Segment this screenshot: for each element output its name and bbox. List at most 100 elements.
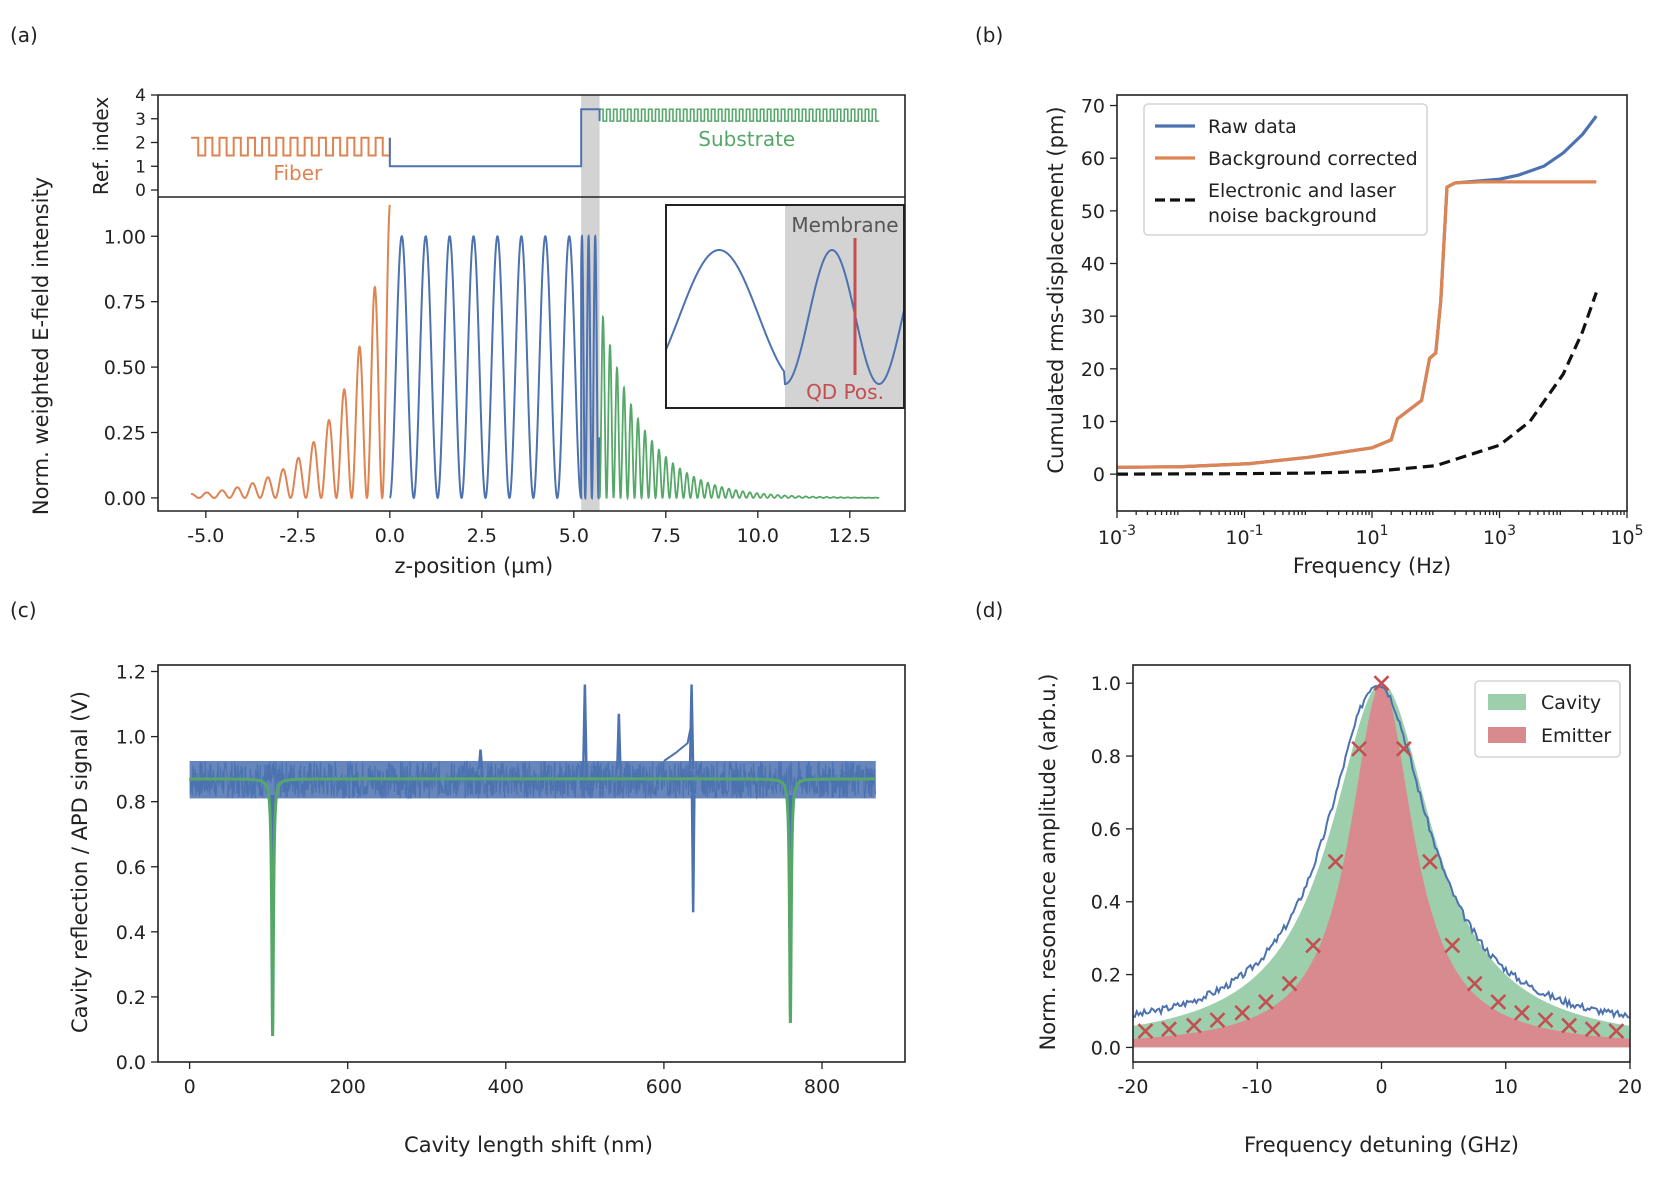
panel-a: (a) Fiber Substrate 0 1 2 3 4 Ref. index -5.0 -2.5… <box>10 23 906 578</box>
field-ytick-label: 0.25 <box>104 423 146 445</box>
c-ylabel: Cavity reflection / APD signal (V) <box>68 691 92 1033</box>
panel-d: (d) -20 -10 0 10 20 0.0 0.2 0.4 0.6 0.8 1.0 Frequenc… <box>975 598 1642 1157</box>
b-xtick-label: 103 <box>1483 523 1516 549</box>
c-ytick-label: 0.4 <box>116 922 146 944</box>
b-ytick-label: 20 <box>1081 359 1105 381</box>
c-xtick-label: 200 <box>330 1076 366 1098</box>
legend-box <box>1143 103 1428 236</box>
d-xtick-label: 10 <box>1494 1076 1518 1098</box>
c-xtick-label: 400 <box>488 1076 524 1098</box>
apd-spike <box>477 749 484 770</box>
field-ylabel: Norm. weighted E-field intensity <box>29 177 53 515</box>
emitter-marker <box>1351 740 1368 757</box>
d-ytick-label: 1.0 <box>1091 673 1121 695</box>
b-xtick-label: 10-3 <box>1098 523 1136 549</box>
series-line-2 <box>1117 291 1598 476</box>
inset-qd-label: QD Pos. <box>806 380 884 404</box>
b-ytick-label: 0 <box>1093 464 1105 486</box>
d-xtick-label: -20 <box>1117 1076 1148 1098</box>
d-ytick-label: 0.2 <box>1091 965 1121 987</box>
c-xlabel: Cavity length shift (nm) <box>404 1133 653 1157</box>
legend-label: Background corrected <box>1208 148 1418 170</box>
legend-label: Electronic and laser <box>1208 180 1396 202</box>
c-ytick-label: 1.2 <box>116 662 146 684</box>
emitter-marker <box>1327 853 1344 870</box>
inset-frame <box>665 204 905 409</box>
emitter-marker <box>1490 993 1507 1010</box>
series-line-1 <box>1117 180 1597 469</box>
field-xlabel: z-position (µm) <box>394 554 553 578</box>
b-ylabel: Cumulated rms-displacement (pm) <box>1044 106 1068 473</box>
emitter-marker <box>1466 975 1483 992</box>
b-xtick-label: 10-1 <box>1225 523 1263 549</box>
field-xtick-label: 10.0 <box>737 525 779 547</box>
b-ytick-label: 40 <box>1081 254 1105 276</box>
apd-ramp <box>663 726 694 762</box>
emitter-marker <box>1561 1017 1578 1034</box>
substrate-field-line <box>598 314 880 501</box>
panel-b-label: (b) <box>975 23 1003 47</box>
apd-spike <box>582 684 588 770</box>
b-xlabel: Frequency (Hz) <box>1293 554 1451 578</box>
b-xtick-base: 10 <box>1483 527 1507 549</box>
c-xtick-label: 600 <box>646 1076 682 1098</box>
d-ytick-label: 0.8 <box>1091 746 1121 768</box>
b-xtick-exponent: 3 <box>1507 523 1516 539</box>
fiber-annotation: Fiber <box>273 161 323 185</box>
b-ytick-label: 60 <box>1081 148 1105 170</box>
apd-spike <box>616 713 622 770</box>
emitter-marker <box>1395 740 1412 757</box>
field-xtick-label: 2.5 <box>467 525 497 547</box>
d-ylabel: Norm. resonance amplitude (arb.u.) <box>1036 674 1060 1051</box>
substrate-annotation: Substrate <box>698 127 795 151</box>
field-xtick-label: -5.0 <box>187 525 224 547</box>
reflection-fit-line <box>189 777 876 1037</box>
b-xtick-exponent: 1 <box>1380 523 1389 539</box>
legend-d-label: Cavity <box>1541 692 1601 714</box>
emitter-marker <box>1209 1012 1226 1029</box>
d-ytick-label: 0.6 <box>1091 819 1121 841</box>
c-xtick-label: 800 <box>804 1076 840 1098</box>
inset: Membrane QD Pos. <box>665 204 905 409</box>
b-xtick-base: 10 <box>1610 527 1634 549</box>
inset-membrane-label: Membrane <box>791 213 898 237</box>
emitter-marker <box>1608 1023 1625 1039</box>
d-xtick-label: 0 <box>1375 1076 1387 1098</box>
b-xtick-base: 10 <box>1098 527 1122 549</box>
field-xtick-label: 7.5 <box>651 525 681 547</box>
b-xtick-base: 10 <box>1225 527 1249 549</box>
emitter-marker <box>1258 993 1274 1010</box>
legend-d-swatch-emitter <box>1488 727 1526 743</box>
b-xtick-exponent: 5 <box>1635 523 1644 539</box>
c-ytick-label: 0.0 <box>116 1052 146 1074</box>
b-xtick-label: 101 <box>1355 523 1388 549</box>
emitter-marker <box>1185 1017 1202 1034</box>
field-ytick-label: 0.00 <box>104 488 146 510</box>
d-ytick-label: 0.0 <box>1091 1037 1121 1059</box>
apd-spike <box>688 684 695 770</box>
panel-c-lines <box>189 684 877 1037</box>
b-ytick-label: 30 <box>1081 306 1105 328</box>
cavity-index-line <box>388 108 601 168</box>
inset-field-line <box>665 248 905 386</box>
field-xtick-label: 0.0 <box>375 525 405 547</box>
fiber-field-line <box>191 204 391 500</box>
d-xtick-label: 20 <box>1618 1076 1642 1098</box>
b-ytick-label: 70 <box>1081 96 1105 118</box>
b-xtick-exponent: -3 <box>1122 523 1136 539</box>
panel-c-label: (c) <box>10 598 37 622</box>
panel-a-label: (a) <box>10 23 38 47</box>
d-xtick-label: -10 <box>1242 1076 1273 1098</box>
emitter-marker <box>1537 1012 1554 1029</box>
c-ytick-label: 1.0 <box>116 727 146 749</box>
c-ytick-label: 0.6 <box>116 857 146 879</box>
panel-d-plot <box>1133 675 1630 1048</box>
c-ytick-label: 0.8 <box>116 792 146 814</box>
emitter-marker <box>1234 1004 1251 1021</box>
legend-d-swatch-cavity <box>1488 694 1526 710</box>
field-xtick-label: 12.5 <box>829 525 871 547</box>
field-xtick-label: 5.0 <box>559 525 589 547</box>
measured-line <box>1133 685 1630 1020</box>
apd-dip <box>690 795 696 913</box>
